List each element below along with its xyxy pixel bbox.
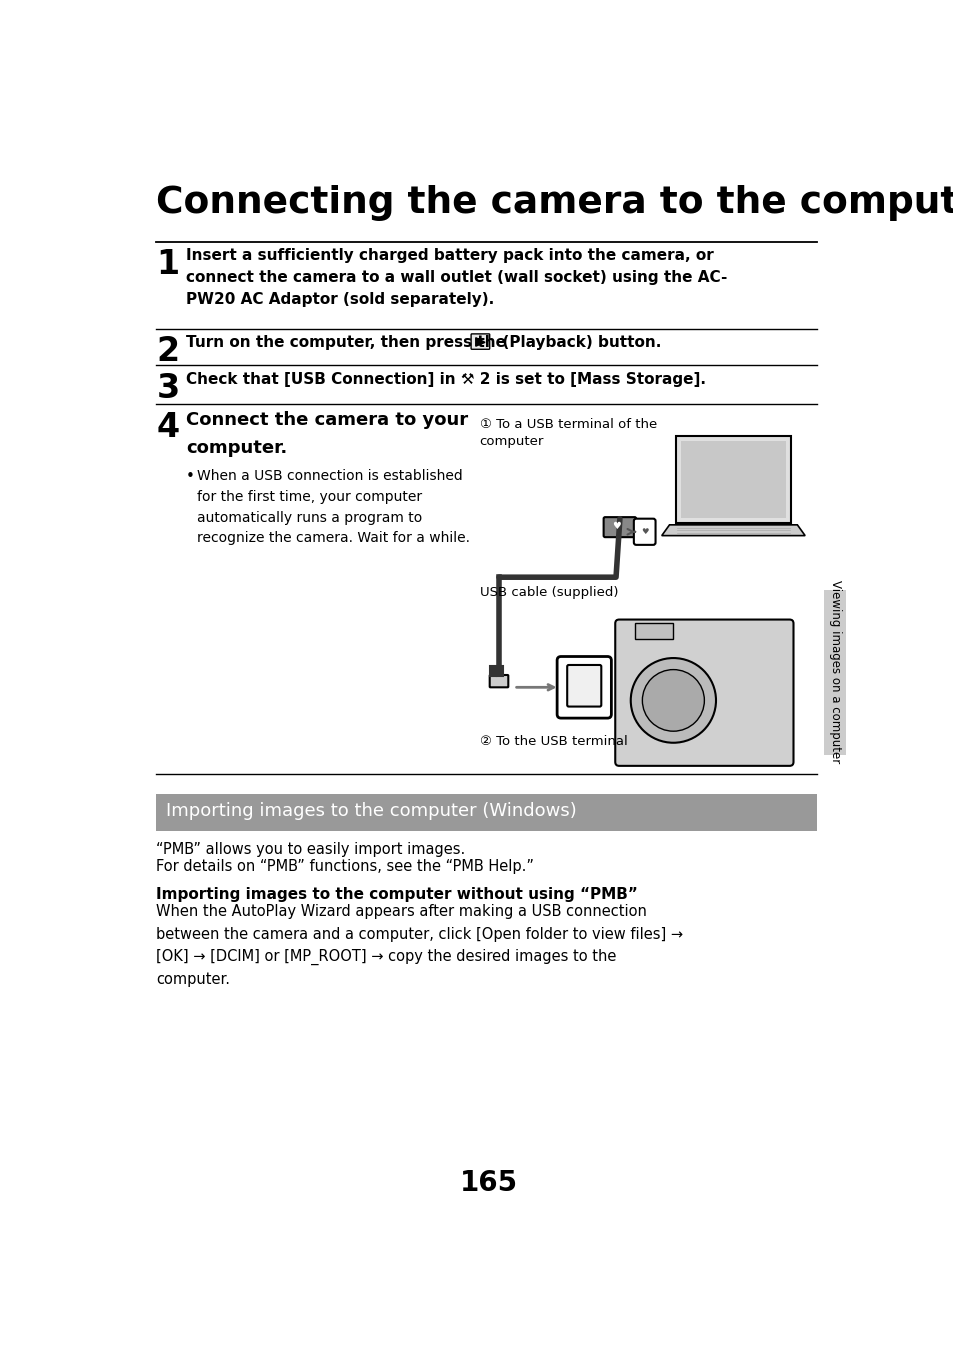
- FancyBboxPatch shape: [615, 620, 793, 765]
- Text: ♥: ♥: [640, 526, 648, 535]
- Text: Check that [USB Connection] in ⚒ 2 is set to [Mass Storage].: Check that [USB Connection] in ⚒ 2 is se…: [186, 373, 705, 387]
- FancyBboxPatch shape: [557, 656, 611, 718]
- FancyBboxPatch shape: [471, 334, 489, 350]
- Text: When the AutoPlay Wizard appears after making a USB connection
between the camer: When the AutoPlay Wizard appears after m…: [156, 904, 683, 987]
- Text: ② To the USB terminal: ② To the USB terminal: [479, 736, 627, 748]
- Text: 1: 1: [156, 247, 179, 281]
- Circle shape: [641, 670, 703, 732]
- Text: •: •: [186, 469, 194, 484]
- Polygon shape: [476, 338, 484, 346]
- FancyBboxPatch shape: [633, 519, 655, 545]
- Text: Viewing images on a computer: Viewing images on a computer: [828, 580, 841, 764]
- Text: USB cable (supplied): USB cable (supplied): [479, 586, 618, 600]
- Text: Connect the camera to your
computer.: Connect the camera to your computer.: [186, 410, 468, 457]
- Text: ♥: ♥: [612, 522, 620, 531]
- Text: “PMB” allows you to easily import images.: “PMB” allows you to easily import images…: [156, 842, 465, 857]
- Text: When a USB connection is established
for the first time, your computer
automatic: When a USB connection is established for…: [196, 469, 469, 545]
- Text: Insert a sufficiently charged battery pack into the camera, or
connect the camer: Insert a sufficiently charged battery pa…: [186, 247, 726, 307]
- Text: 165: 165: [459, 1169, 517, 1197]
- Circle shape: [630, 658, 716, 742]
- FancyBboxPatch shape: [567, 664, 600, 706]
- Text: (Playback) button.: (Playback) button.: [492, 335, 660, 351]
- FancyBboxPatch shape: [603, 516, 636, 537]
- Text: Turn on the computer, then press the: Turn on the computer, then press the: [186, 335, 516, 351]
- FancyBboxPatch shape: [823, 589, 845, 755]
- FancyBboxPatch shape: [156, 794, 816, 830]
- Text: ① To a USB terminal of the
computer: ① To a USB terminal of the computer: [479, 418, 657, 448]
- Polygon shape: [661, 525, 804, 535]
- Text: For details on “PMB” functions, see the “PMB Help.”: For details on “PMB” functions, see the …: [156, 859, 534, 874]
- Text: Importing images to the computer without using “PMB”: Importing images to the computer without…: [156, 886, 638, 901]
- FancyBboxPatch shape: [680, 441, 785, 518]
- FancyBboxPatch shape: [634, 623, 673, 639]
- Text: 3: 3: [156, 373, 179, 405]
- Text: Importing images to the computer (Windows): Importing images to the computer (Window…: [166, 802, 576, 820]
- FancyBboxPatch shape: [489, 675, 508, 687]
- Text: 4: 4: [156, 410, 179, 444]
- Text: 2: 2: [156, 335, 179, 369]
- FancyBboxPatch shape: [675, 436, 790, 523]
- Text: Connecting the camera to the computer: Connecting the camera to the computer: [156, 184, 953, 221]
